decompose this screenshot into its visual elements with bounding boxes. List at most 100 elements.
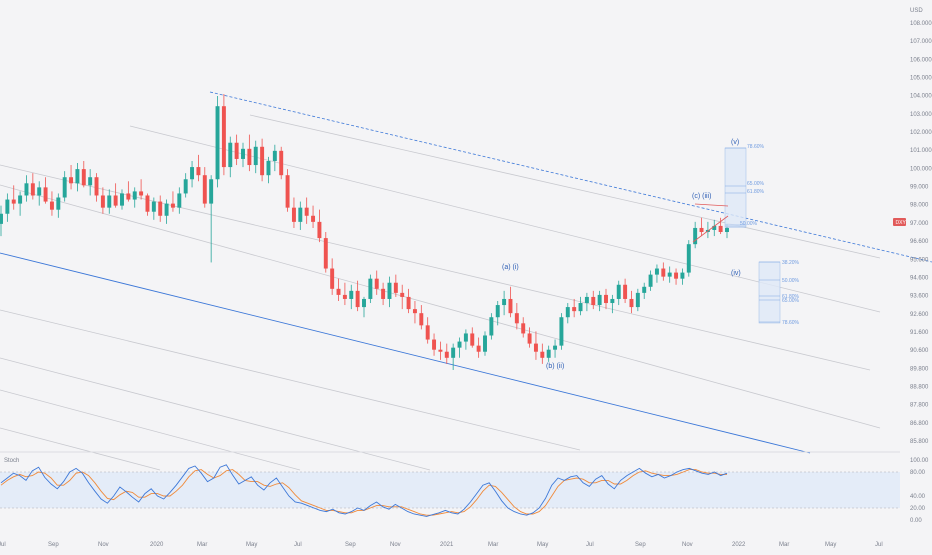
candle[interactable] (247, 134, 252, 172)
candle[interactable] (113, 183, 118, 208)
candle[interactable] (260, 138, 265, 182)
candle[interactable] (107, 189, 112, 214)
candle[interactable] (228, 136, 233, 178)
candle[interactable] (215, 96, 220, 188)
candle[interactable] (610, 294, 615, 314)
candle[interactable] (272, 144, 277, 172)
candle[interactable] (196, 154, 201, 182)
candle[interactable] (387, 276, 392, 308)
triangle-top-line[interactable] (694, 203, 729, 207)
candle[interactable] (342, 282, 347, 306)
wave-label[interactable]: (a) (i) (502, 264, 519, 271)
candle[interactable] (0, 205, 3, 237)
candle[interactable] (221, 94, 226, 176)
candle[interactable] (521, 317, 526, 338)
candle[interactable] (241, 142, 245, 168)
candle[interactable] (43, 177, 48, 204)
candle[interactable] (75, 163, 80, 192)
candle[interactable] (368, 274, 373, 304)
candle[interactable] (444, 343, 449, 364)
candle[interactable] (693, 221, 698, 249)
candle[interactable] (362, 296, 366, 318)
candle[interactable] (451, 343, 456, 370)
candle[interactable] (393, 274, 398, 297)
candle[interactable] (30, 173, 35, 200)
candle[interactable] (419, 305, 424, 330)
candle[interactable] (183, 173, 188, 198)
candle[interactable] (100, 187, 105, 214)
candle[interactable] (540, 343, 545, 364)
candle[interactable] (495, 300, 500, 326)
candle[interactable] (572, 298, 577, 318)
candle[interactable] (514, 303, 519, 330)
candle[interactable] (591, 290, 596, 310)
candle[interactable] (120, 189, 124, 210)
candle[interactable] (654, 264, 659, 283)
channel-parallel-line[interactable] (0, 164, 871, 371)
candle[interactable] (56, 193, 61, 218)
wave-label[interactable]: (c) (iii) (692, 193, 711, 200)
candle[interactable] (584, 292, 589, 312)
candle[interactable] (62, 171, 67, 202)
candle[interactable] (400, 284, 405, 310)
candle[interactable] (145, 193, 150, 216)
candle[interactable] (158, 195, 163, 222)
candle[interactable] (642, 282, 647, 299)
candle[interactable] (11, 185, 16, 210)
candle[interactable] (381, 282, 386, 306)
candle[interactable] (470, 327, 475, 348)
channel-base-line[interactable] (0, 252, 811, 454)
candle[interactable] (291, 197, 296, 228)
candle[interactable] (667, 266, 672, 283)
candle[interactable] (132, 187, 137, 208)
candle[interactable] (527, 327, 532, 348)
candle[interactable] (298, 201, 303, 230)
candle[interactable] (406, 288, 411, 314)
candle[interactable] (317, 209, 322, 243)
fib-upper-zone[interactable] (724, 147, 747, 228)
candle[interactable] (151, 197, 156, 220)
candle[interactable] (253, 140, 258, 174)
candle[interactable] (718, 217, 723, 235)
candle[interactable] (304, 197, 309, 224)
candle[interactable] (126, 181, 131, 202)
candle[interactable] (69, 165, 74, 190)
candle[interactable] (432, 333, 437, 356)
wave-label[interactable]: (iv) (731, 270, 741, 277)
channel-parallel-line[interactable] (0, 427, 161, 471)
candle[interactable] (565, 303, 570, 324)
candle[interactable] (177, 187, 182, 214)
candle[interactable] (546, 345, 551, 362)
candle[interactable] (349, 284, 354, 310)
candle[interactable] (597, 290, 602, 312)
candle[interactable] (483, 331, 487, 356)
candle[interactable] (279, 146, 284, 180)
candle[interactable] (578, 296, 583, 316)
candle[interactable] (635, 288, 640, 312)
candle[interactable] (37, 181, 42, 206)
symbol-badge[interactable]: DXY (893, 218, 906, 226)
candle[interactable] (139, 179, 144, 200)
candle[interactable] (18, 191, 23, 216)
channel-parallel-line[interactable] (0, 184, 881, 429)
candle[interactable] (623, 278, 628, 304)
candle[interactable] (24, 175, 29, 202)
triangle-bottom-line[interactable] (692, 215, 729, 243)
candle[interactable] (81, 160, 86, 188)
candle[interactable] (629, 290, 634, 314)
candle[interactable] (336, 278, 341, 301)
candle[interactable] (508, 286, 513, 318)
candle[interactable] (49, 191, 54, 216)
candle[interactable] (661, 262, 666, 281)
candle[interactable] (616, 280, 621, 306)
channel-parallel-line[interactable] (0, 309, 581, 451)
channel-dashed-top-line[interactable] (209, 91, 932, 263)
candle[interactable] (559, 313, 564, 350)
candle[interactable] (234, 134, 239, 166)
wave-label[interactable]: (v) (731, 139, 739, 146)
candle[interactable] (374, 270, 379, 295)
candle[interactable] (604, 288, 608, 310)
channel-parallel-line[interactable] (0, 357, 431, 471)
